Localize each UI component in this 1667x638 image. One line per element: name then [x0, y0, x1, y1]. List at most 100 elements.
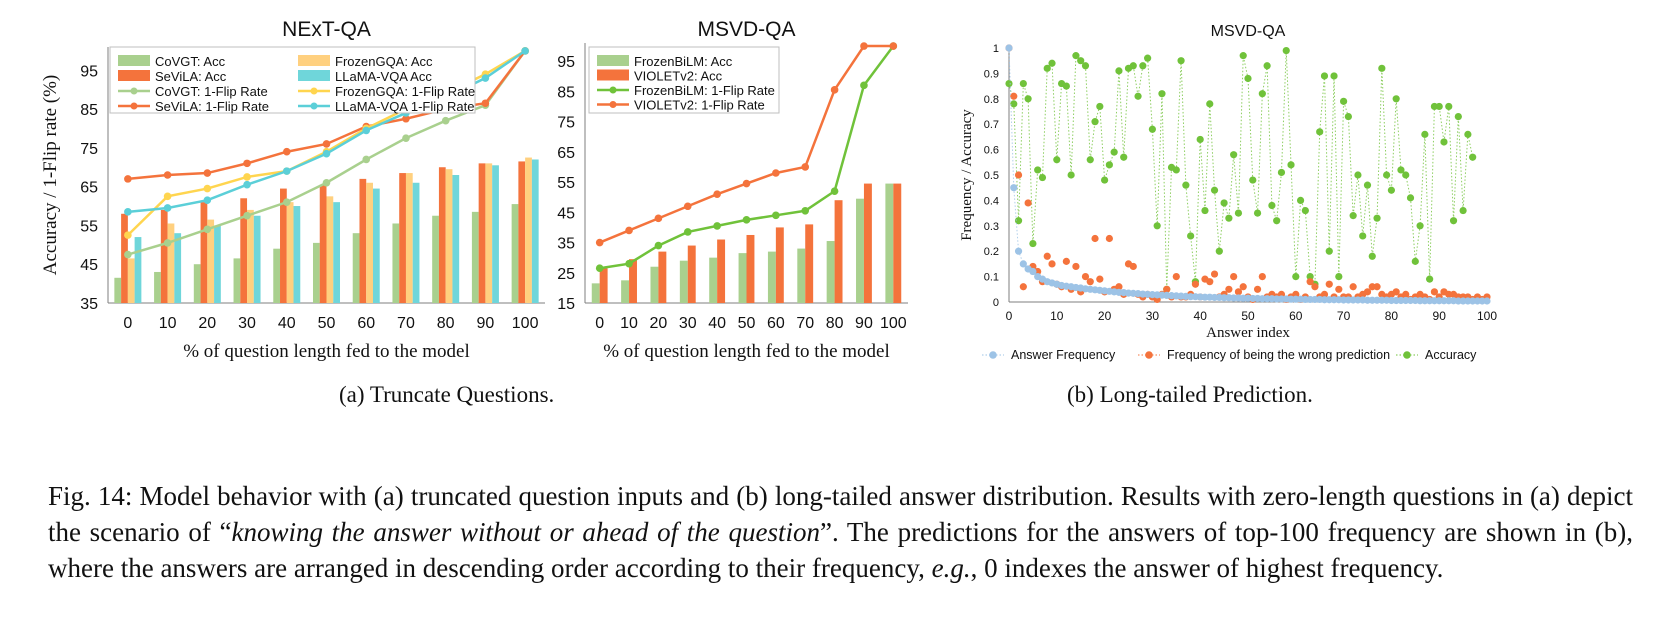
line-point [163, 204, 172, 212]
line-point [124, 231, 132, 239]
bar [863, 183, 872, 303]
y-tick-label: 1 [993, 43, 999, 55]
line-point [282, 167, 291, 175]
line-point [654, 214, 663, 223]
line-point [322, 149, 331, 158]
y-tick-label: 15 [557, 296, 575, 313]
x-tick-label: 50 [318, 315, 336, 332]
line-point [683, 202, 692, 211]
scatter-point [1268, 201, 1276, 210]
chart-nextqa: NExT-QA 35 45 55 65 75 85 95 0 10 20 30 40 50 60 70 80 90… [40, 18, 545, 362]
scatter-point [1402, 290, 1410, 298]
line-point [654, 241, 663, 250]
scatter-point [1206, 278, 1214, 286]
bar [405, 173, 413, 303]
scatter-point [1091, 118, 1099, 126]
legend-swatch [298, 55, 330, 66]
y-tick-label: 35 [557, 236, 575, 253]
legend-label: CoVGT: Acc [155, 54, 226, 69]
bar [114, 277, 122, 303]
scatter-point [1101, 176, 1109, 184]
scatter-point [1392, 95, 1400, 103]
x-tick-label: 40 [708, 315, 726, 332]
scatter-point [1010, 92, 1018, 100]
scatter-point [1378, 64, 1386, 72]
scatter-point [1445, 102, 1453, 111]
line-point [889, 42, 898, 50]
chart-title: NExT-QA [282, 18, 371, 41]
scatter-point [1201, 206, 1209, 215]
caption-text-3: , 0 indexes the answer of highest freque… [970, 553, 1444, 583]
line-point [801, 163, 810, 171]
subcaption-a: (a) Truncate Questions. [339, 382, 555, 407]
scatter-point [1005, 79, 1013, 88]
y-tick-label: 65 [557, 145, 575, 162]
line-point [282, 198, 291, 206]
bar [717, 239, 726, 303]
scatter-point [1230, 273, 1238, 281]
line-point [402, 134, 410, 142]
line-point [625, 259, 633, 268]
scatter-point [1253, 285, 1262, 293]
scatter-point [1172, 166, 1180, 174]
bar [511, 204, 519, 303]
line-point [124, 250, 132, 259]
scatter-point [1177, 57, 1185, 65]
scatter-point [1067, 171, 1075, 179]
scatter-point [1072, 262, 1080, 271]
scatter-point [1191, 280, 1200, 288]
scatter-point [1220, 199, 1228, 207]
scatter-point [1363, 181, 1372, 189]
legend-label: FrozenBiLM: 1-Flip Rate [634, 83, 775, 98]
bar [591, 283, 600, 303]
scatter-point [1449, 217, 1458, 225]
x-tick-label: 100 [512, 315, 539, 332]
line-point [203, 169, 212, 177]
scatter-point [1430, 288, 1439, 296]
scatter-point [1172, 273, 1180, 281]
scatter-point [1459, 206, 1467, 215]
line-point [243, 180, 251, 189]
line-point [282, 147, 291, 156]
caption-text-2: ”. The predictions for the answers of to… [48, 517, 1633, 583]
line-point [124, 208, 132, 216]
scatter-point [1072, 52, 1080, 60]
scatter-point [1014, 217, 1023, 225]
subcaption-b: (b) Long-tailed Prediction. [1067, 382, 1313, 407]
legend-label: VIOLETv2: Acc [634, 69, 723, 84]
bar [399, 173, 406, 303]
line-point [481, 74, 490, 82]
scatter-point [1129, 62, 1137, 70]
scatter-point [1062, 82, 1070, 90]
caption-text-1: Fig. 14: Model behavior with (a) truncat… [48, 481, 1633, 547]
line-point [243, 211, 251, 220]
bar [775, 227, 784, 303]
bar [599, 268, 608, 303]
x-axis-label: % of question length fed to the model [183, 341, 470, 362]
bar [280, 188, 287, 303]
scatter-point [1086, 156, 1094, 164]
scatter-point [1325, 247, 1333, 255]
scatter-point [1239, 52, 1247, 60]
x-tick-label: 20 [198, 315, 216, 332]
legend-label: SeViLA: 1-Flip Rate [155, 99, 269, 114]
bar [856, 198, 864, 303]
bar [438, 167, 446, 303]
legend-label: VIOLETv2: 1-Flip Rate [634, 98, 765, 113]
bar [293, 206, 301, 303]
scatter-point [1139, 62, 1147, 70]
legend-marker [1145, 351, 1153, 359]
scatter-point [1230, 151, 1238, 159]
scatter-point [1196, 135, 1204, 144]
x-tick-label: 40 [278, 315, 296, 332]
scatter-point [1426, 275, 1434, 283]
legend-marker [989, 351, 997, 359]
scatter-point [1115, 67, 1123, 75]
scatter-point [1349, 212, 1357, 220]
line-point [713, 190, 721, 198]
line-point [322, 178, 331, 187]
line-point [243, 159, 251, 168]
bar [392, 223, 400, 303]
scatter-point [1110, 148, 1118, 156]
bar [214, 225, 221, 303]
